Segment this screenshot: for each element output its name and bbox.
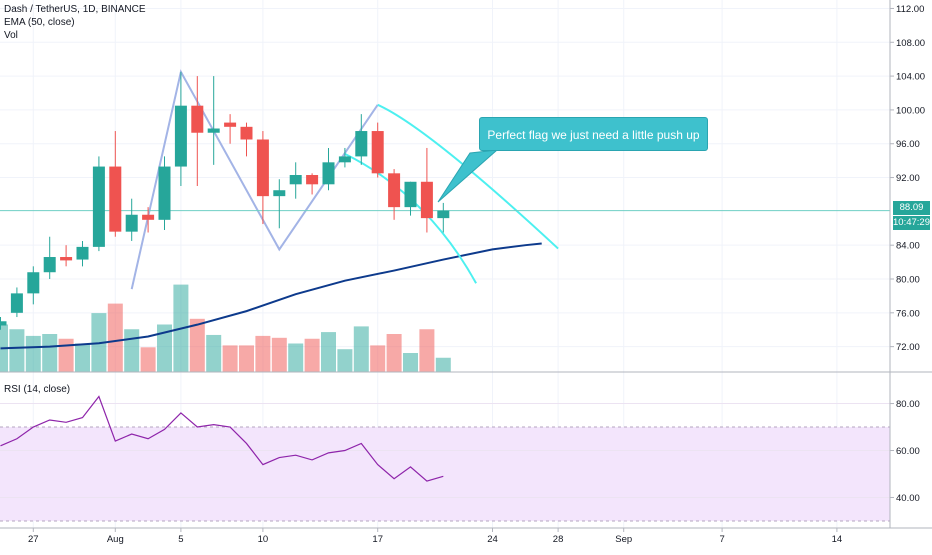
volume-layer bbox=[0, 284, 451, 372]
candle-body bbox=[92, 166, 105, 247]
volume-bar bbox=[42, 334, 58, 372]
candle-body bbox=[60, 257, 73, 261]
callout-pointer bbox=[437, 149, 499, 203]
volume-bar bbox=[403, 353, 418, 372]
candle-body bbox=[289, 175, 302, 185]
price-tick-label: 112.00 bbox=[896, 4, 924, 15]
rsi-tick-label: 80.00 bbox=[896, 399, 920, 410]
volume-bar bbox=[140, 347, 156, 372]
candle-body bbox=[10, 293, 23, 313]
price-tick-label: 84.00 bbox=[896, 241, 920, 252]
rsi-pane bbox=[0, 395, 890, 522]
candle-body bbox=[388, 173, 401, 208]
candle-body bbox=[240, 126, 253, 140]
rsi-tick-label: 60.00 bbox=[896, 446, 920, 457]
volume-bar bbox=[288, 343, 304, 372]
vol-legend[interactable]: Vol bbox=[4, 30, 18, 41]
volume-bar bbox=[75, 343, 90, 372]
candle-body bbox=[355, 131, 368, 157]
candle-body bbox=[174, 105, 187, 167]
volume-bar bbox=[435, 357, 451, 372]
volume-bar bbox=[239, 345, 254, 372]
candle-body bbox=[158, 166, 171, 220]
candle-body bbox=[125, 214, 138, 232]
candle-body bbox=[273, 190, 286, 197]
ema-line bbox=[0, 242, 542, 350]
volume-bar bbox=[386, 334, 402, 372]
price-tick-label: 92.00 bbox=[896, 173, 920, 184]
candle-body bbox=[338, 156, 351, 163]
volume-bar bbox=[353, 326, 369, 372]
rsi-band bbox=[0, 427, 890, 521]
flag-upper-line bbox=[377, 103, 559, 250]
volume-bar bbox=[124, 329, 140, 372]
price-tick-label: 72.00 bbox=[896, 342, 920, 353]
time-tick-label: 10 bbox=[258, 534, 269, 545]
bar-countdown-tag: 10:47:29 bbox=[893, 216, 930, 230]
symbol-title[interactable]: Dash / TetherUS, 1D, BINANCE bbox=[4, 4, 146, 15]
ema-layer bbox=[0, 242, 542, 350]
rsi-legend: RSI (14, close) bbox=[4, 383, 70, 396]
volume-bar bbox=[9, 329, 25, 372]
ema-legend[interactable]: EMA (50, close) bbox=[4, 17, 75, 28]
rsi-line bbox=[0, 395, 444, 482]
last-price-tag: 88.09 bbox=[893, 201, 930, 215]
candle-body bbox=[207, 128, 220, 133]
candle-body bbox=[224, 122, 237, 127]
candle-body bbox=[76, 246, 89, 260]
volume-bar bbox=[25, 335, 41, 372]
time-tick-label: 24 bbox=[487, 534, 498, 545]
price-tick-label: 76.00 bbox=[896, 308, 920, 319]
time-tick-label: Sep bbox=[615, 534, 632, 545]
candle-body bbox=[142, 214, 155, 220]
candle-body bbox=[0, 321, 7, 326]
main-legend: Dash / TetherUS, 1D, BINANCE EMA (50, cl… bbox=[4, 3, 146, 42]
volume-bar bbox=[157, 324, 172, 372]
candle-body bbox=[420, 181, 433, 219]
time-tick-label: 17 bbox=[372, 534, 383, 545]
price-tick-label: 104.00 bbox=[896, 72, 925, 83]
flag-lower-line bbox=[344, 152, 477, 284]
volume-bar bbox=[370, 345, 386, 372]
volume-bar bbox=[255, 335, 271, 372]
price-tick-label: 100.00 bbox=[896, 105, 925, 116]
candle-body bbox=[191, 105, 204, 133]
volume-bar bbox=[337, 349, 353, 372]
time-tick-label: 28 bbox=[553, 534, 564, 545]
price-tick-label: 96.00 bbox=[896, 139, 920, 150]
volume-bar bbox=[419, 329, 435, 372]
candle-body bbox=[43, 257, 56, 273]
candle-body bbox=[322, 162, 335, 185]
time-tick-label: 14 bbox=[832, 534, 843, 545]
volume-bar bbox=[304, 338, 320, 372]
volume-bar bbox=[206, 334, 222, 372]
rsi-title[interactable]: RSI (14, close) bbox=[4, 384, 71, 395]
time-tick-label: 5 bbox=[178, 534, 183, 545]
candle-body bbox=[27, 272, 40, 294]
volume-bar bbox=[58, 338, 74, 372]
volume-bar bbox=[189, 318, 205, 372]
rsi-tick-label: 40.00 bbox=[896, 493, 920, 504]
candle-body bbox=[306, 175, 319, 185]
candle-layer bbox=[0, 71, 450, 330]
candle-body bbox=[437, 210, 450, 219]
time-tick-label: 7 bbox=[719, 534, 724, 545]
volume-bar bbox=[222, 345, 238, 372]
price-tick-label: 108.00 bbox=[896, 38, 925, 49]
volume-bar bbox=[321, 332, 336, 372]
time-tick-label: 27 bbox=[28, 534, 39, 545]
candle-body bbox=[371, 131, 384, 174]
time-tick-label: Aug bbox=[107, 534, 124, 545]
candle-body bbox=[404, 181, 417, 208]
volume-bar bbox=[107, 303, 123, 372]
volume-bar bbox=[271, 337, 287, 372]
annotation-callout[interactable]: Perfect flag we just need a little push … bbox=[479, 117, 708, 151]
price-tick-label: 80.00 bbox=[896, 275, 920, 286]
candle-body bbox=[109, 166, 122, 232]
candle-body bbox=[256, 139, 269, 197]
